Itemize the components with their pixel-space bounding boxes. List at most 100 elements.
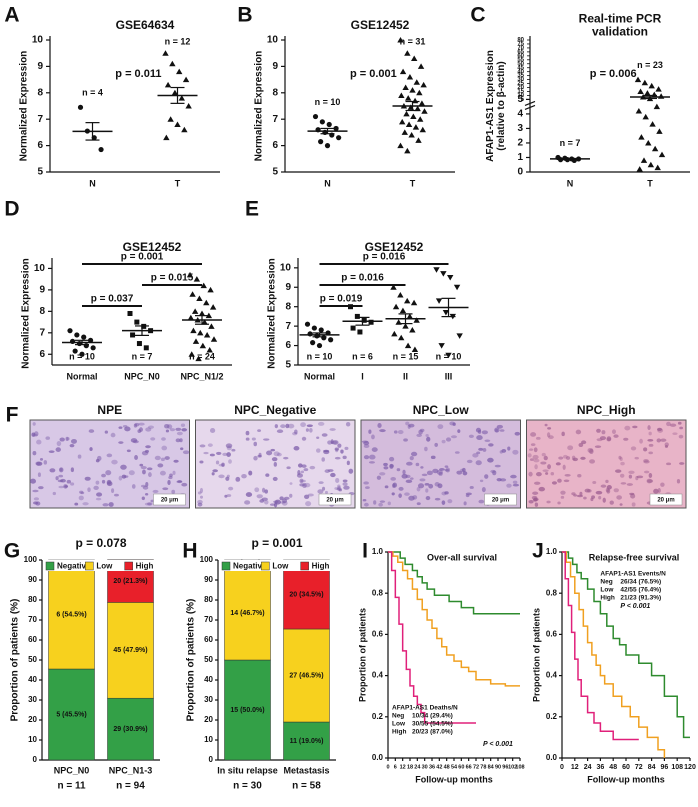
y-tick-label: 9	[272, 61, 278, 72]
cell-nucleus	[276, 429, 284, 433]
data-point	[420, 81, 427, 88]
data-point	[655, 86, 662, 92]
data-point	[397, 292, 404, 298]
data-point	[404, 147, 411, 154]
cell-nucleus	[342, 455, 347, 460]
cell-nucleus	[171, 489, 176, 494]
y-tick-label: 0.6	[372, 630, 384, 639]
cell-nucleus	[209, 427, 216, 434]
x-tick-label: 42	[436, 764, 442, 770]
data-point	[210, 336, 218, 342]
legend-title: AFAP1-AS1 Events/N	[600, 571, 666, 578]
axis-break	[524, 100, 536, 106]
survival-curve	[388, 551, 520, 615]
y-tick-label: 25	[517, 81, 524, 87]
cell-nucleus	[145, 427, 152, 432]
cell-nucleus	[335, 477, 340, 484]
cell-nucleus	[138, 427, 143, 432]
chart-title: GSE12452	[351, 18, 410, 32]
cell-nucleus	[543, 455, 548, 461]
x-tick-label: Metastasis	[283, 765, 329, 775]
data-point	[208, 323, 215, 329]
data-point	[651, 145, 659, 152]
cell-nucleus	[222, 452, 228, 456]
cell-nucleus	[33, 501, 39, 505]
cell-nucleus	[601, 430, 606, 435]
data-point	[403, 110, 410, 117]
cell-nucleus	[452, 422, 456, 426]
cell-nucleus	[337, 484, 341, 489]
cell-nucleus	[181, 428, 188, 432]
cell-nucleus	[481, 487, 486, 493]
cell-nucleus	[434, 482, 440, 487]
cell-nucleus	[363, 481, 369, 485]
data-point	[174, 121, 181, 127]
data-point	[186, 271, 194, 278]
cell-nucleus	[164, 424, 170, 429]
cell-nucleus	[294, 429, 298, 435]
cell-nucleus	[579, 491, 583, 496]
cell-nucleus	[45, 436, 51, 440]
data-point	[162, 50, 169, 56]
legend-box	[43, 560, 159, 571]
panel-letter: I	[362, 540, 368, 563]
cell-nucleus	[510, 474, 517, 479]
cell-nucleus	[334, 456, 341, 460]
data-point	[409, 87, 416, 93]
cell-nucleus	[368, 461, 375, 464]
cell-nucleus	[304, 494, 310, 499]
cell-nucleus	[145, 445, 151, 449]
cell-nucleus	[463, 501, 467, 506]
cell-nucleus	[96, 492, 103, 497]
cell-nucleus	[551, 481, 557, 485]
cell-nucleus	[309, 427, 313, 433]
cell-nucleus	[306, 424, 313, 428]
cell-nucleus	[600, 484, 607, 488]
cell-nucleus	[150, 437, 156, 441]
cell-nucleus	[251, 437, 256, 441]
y-tick-label: 50	[517, 61, 524, 67]
cell-nucleus	[577, 474, 582, 478]
n-label: n = 7	[560, 138, 581, 148]
x-tick-label: N	[89, 178, 96, 188]
cell-nucleus	[32, 489, 39, 493]
x-tick-label: III	[445, 371, 453, 381]
cell-nucleus	[620, 461, 625, 466]
y-axis-label: Normalized Expression	[19, 51, 30, 162]
y-tick-label: 15	[517, 89, 524, 95]
data-point	[411, 346, 419, 352]
image-title: NPE	[97, 403, 122, 417]
cell-nucleus	[301, 436, 307, 441]
y-tick-label: 30	[28, 695, 37, 704]
data-point	[411, 55, 418, 61]
data-point	[397, 37, 404, 43]
y-tick-label: 70	[28, 615, 37, 624]
panel-letter: A	[4, 4, 19, 27]
p-value: p = 0.015	[151, 273, 194, 284]
cell-nucleus	[197, 502, 203, 507]
data-point	[169, 60, 176, 67]
cell-nucleus	[139, 463, 144, 467]
cell-nucleus	[343, 485, 350, 490]
data-point	[417, 63, 425, 69]
cell-nucleus	[555, 462, 561, 466]
y-tick-label: 1.0	[372, 547, 384, 556]
cell-nucleus	[334, 487, 339, 490]
cell-nucleus	[120, 464, 127, 470]
data-point	[410, 299, 418, 306]
cell-nucleus	[398, 486, 404, 491]
y-tick-label: 1	[517, 152, 523, 163]
legend-swatch	[124, 561, 133, 571]
n-label: n = 6	[352, 351, 373, 361]
y-tick-label: 10	[32, 35, 44, 46]
cell-nucleus	[512, 449, 519, 455]
cell-nucleus	[363, 444, 370, 449]
data-point	[408, 132, 415, 138]
data-point	[354, 313, 360, 319]
legend-swatch	[300, 561, 309, 571]
cell-nucleus	[660, 438, 667, 442]
data-point	[391, 330, 398, 337]
data-point	[189, 291, 196, 297]
cell-nucleus	[599, 436, 607, 441]
data-point	[658, 151, 666, 158]
